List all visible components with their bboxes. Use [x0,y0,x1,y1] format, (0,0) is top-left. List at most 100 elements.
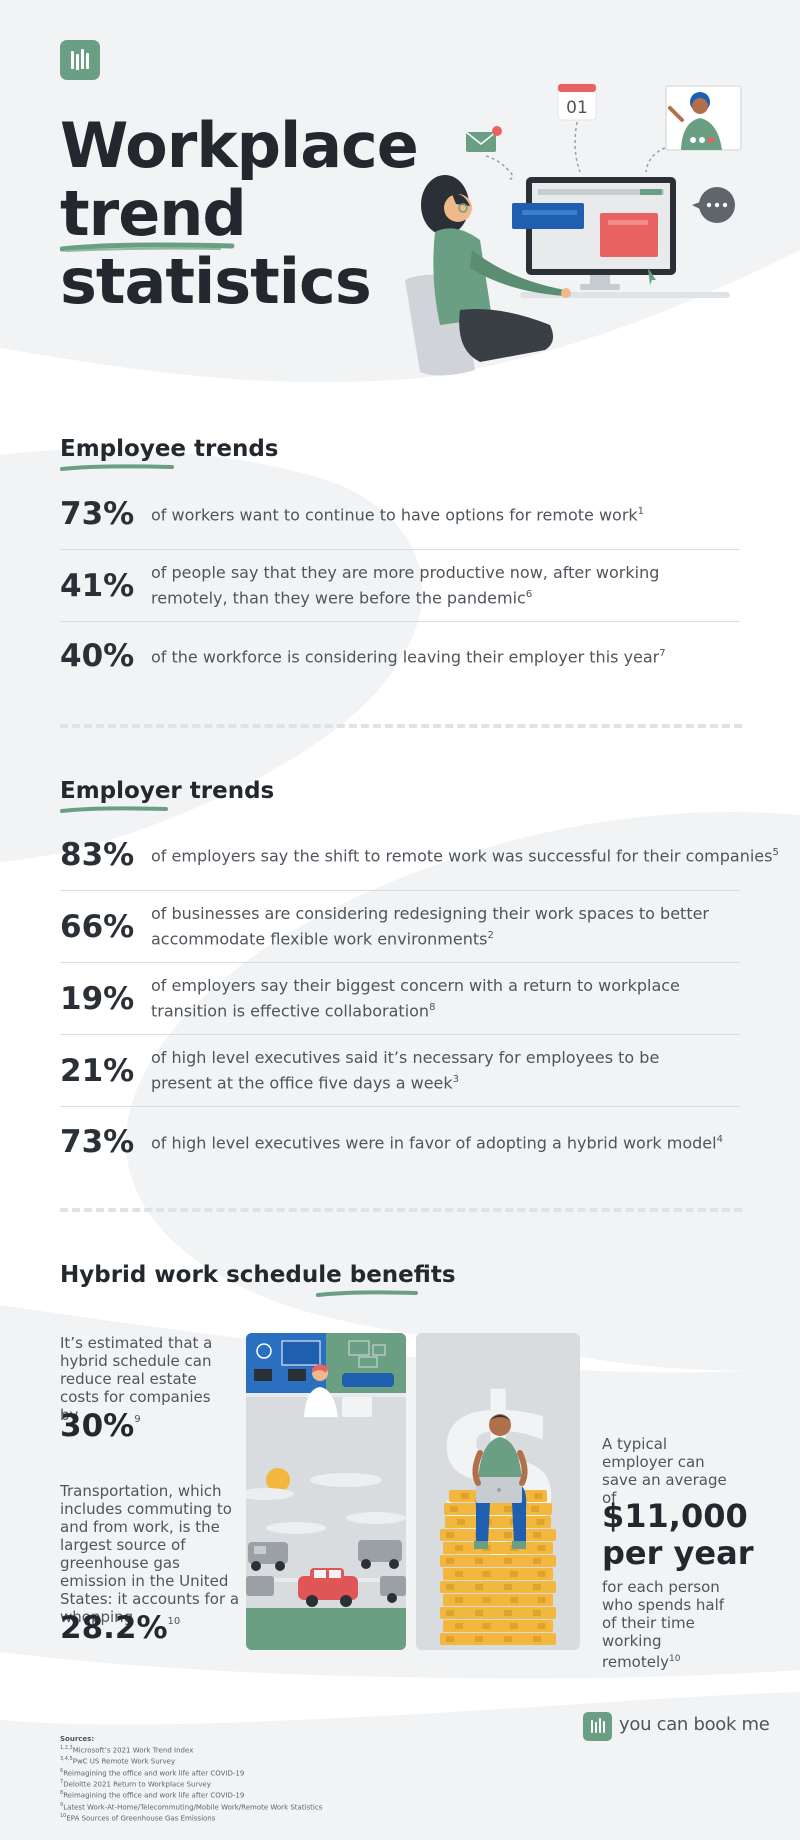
coin-row [443,1620,553,1632]
coin-detail [510,1623,518,1629]
footnote-ref: 7 [659,648,666,660]
coin-detail [504,1532,512,1538]
stat-percent: 73% [60,495,135,532]
coin-detail [446,1610,454,1616]
stat-description: of employers say the shift to remote wor… [151,846,779,866]
coin-detail [455,1623,463,1629]
source-item: 8Reimagining the office and work life af… [60,1790,245,1800]
coin-detail [533,1610,541,1616]
stat-percent: 83% [60,836,135,873]
coin-detail [475,1584,483,1590]
employee-stat-row-1: 73% of workers want to continue to have … [60,478,740,550]
coin-row [440,1607,556,1619]
coin-detail [533,1532,541,1538]
coin-row [440,1529,556,1541]
coin-detail [446,1584,454,1590]
coin-detail [482,1571,491,1577]
employer-trends-heading: Employer trends [60,778,275,804]
employer-heading-underline [60,806,168,813]
coin-detail [450,1506,458,1512]
employer-stat-row-1: 83% of employers say the shift to remote… [60,819,779,891]
left-blob [0,449,423,862]
transport-value: 28.2%10 [60,1610,181,1646]
coin-row [443,1568,553,1580]
stat-percent: 66% [60,908,135,945]
coin-detail [537,1545,546,1551]
savings-outro-text: for each person who spends half of their… [602,1578,725,1671]
coin-detail [475,1558,483,1564]
savings-intro-text: A typical employer can save an average o… [602,1435,727,1507]
source-item: 3,4,5PwC US Remote Work Survey [60,1756,176,1766]
coin-detail [504,1506,512,1512]
coin-detail [510,1597,518,1603]
source-item: 7Deloitte 2021 Return to Workplace Surve… [60,1778,211,1789]
coin-detail [510,1571,518,1577]
remote-work-illustration: 01 [405,83,742,376]
coin-detail [533,1636,541,1642]
savings-illustration: $ [416,1333,580,1650]
stat-description: of businesses are considering redesignin… [151,903,710,949]
coin-detail [531,1506,539,1512]
coin-detail [533,1584,541,1590]
coin-detail [504,1610,512,1616]
footnote-ref: 2 [487,929,494,941]
stat-percent: 40% [60,638,135,674]
real-estate-text: It’s estimated that a hybrid schedule ca… [60,1334,213,1424]
coin-row [440,1581,556,1593]
calendar-day: 01 [566,98,588,118]
stat-description: of workers want to continue to have opti… [151,505,645,525]
footnote-ref: 6 [525,588,533,600]
coin-detail [446,1532,454,1538]
coin-row [440,1633,556,1645]
source-item: 1,2,3Microsoft’s 2021 Work Trend Index [60,1745,194,1755]
coin-detail [455,1545,463,1551]
coin-detail [482,1597,491,1603]
title-underline [60,242,235,252]
stat-percent: 41% [60,567,135,604]
coin-detail [504,1636,512,1642]
employee-stat-row-2: 41% of people say that they are more pro… [60,550,740,622]
real-estate-value: 30%9 [60,1408,141,1444]
sources-list: 1,2,3Microsoft’s 2021 Work Trend Index 3,… [60,1744,322,1823]
coin-detail [534,1493,543,1499]
coin-detail [537,1571,546,1577]
source-item: 10EPA Sources of Greenhouse Gas Emission… [60,1812,216,1823]
right-blob [126,812,800,1371]
coin-detail [446,1636,454,1642]
stat-description: of employers say their biggest concern w… [151,975,680,1021]
brand-name: you can book me [619,1714,770,1735]
coin-detail [536,1519,545,1525]
footnote-ref: 1 [637,505,645,517]
coin-detail [457,1519,465,1525]
coin-detail [461,1493,469,1499]
coin-detail [475,1636,483,1642]
employer-stat-row-2: 66% of businesses are considering redesi… [60,891,740,963]
footnote-ref: 3 [452,1073,460,1085]
employee-trends-heading: Employee trends [60,436,279,462]
source-item: 6Reimagining the office and work life af… [60,1767,245,1777]
employer-stat-row-5: 73% of high level executives were in fav… [60,1106,740,1178]
sources-title: Sources: [60,1735,95,1743]
brand-logo [583,1712,612,1741]
stat-percent: 21% [60,1052,135,1089]
person-head-icon [489,1414,511,1436]
section-divider [60,724,742,728]
stat-percent: 73% [60,1124,135,1160]
sun-icon [266,1468,290,1492]
stat-description: of the workforce is considering leaving … [151,647,666,667]
red-car-icon [298,1576,358,1600]
footnote-ref: 5 [772,846,779,858]
envelope-icon [466,132,496,152]
employer-stat-row-4: 21% of high level executives said it’s n… [60,1035,740,1107]
coin-row [440,1555,556,1567]
app-logo [60,40,100,80]
transport-text: Transportation, which includes commuting… [60,1482,240,1626]
hybrid-heading-highlight: benefits [349,1262,456,1288]
stat-description: of people say that they are more product… [151,562,660,608]
employee-heading-underline [60,464,174,471]
footnote-ref: 8 [429,1001,436,1013]
stat-description: of high level executives said it’s neces… [151,1047,660,1093]
coin-detail [446,1558,454,1564]
employer-stat-row-3: 19% of employers say their biggest conce… [60,963,740,1035]
